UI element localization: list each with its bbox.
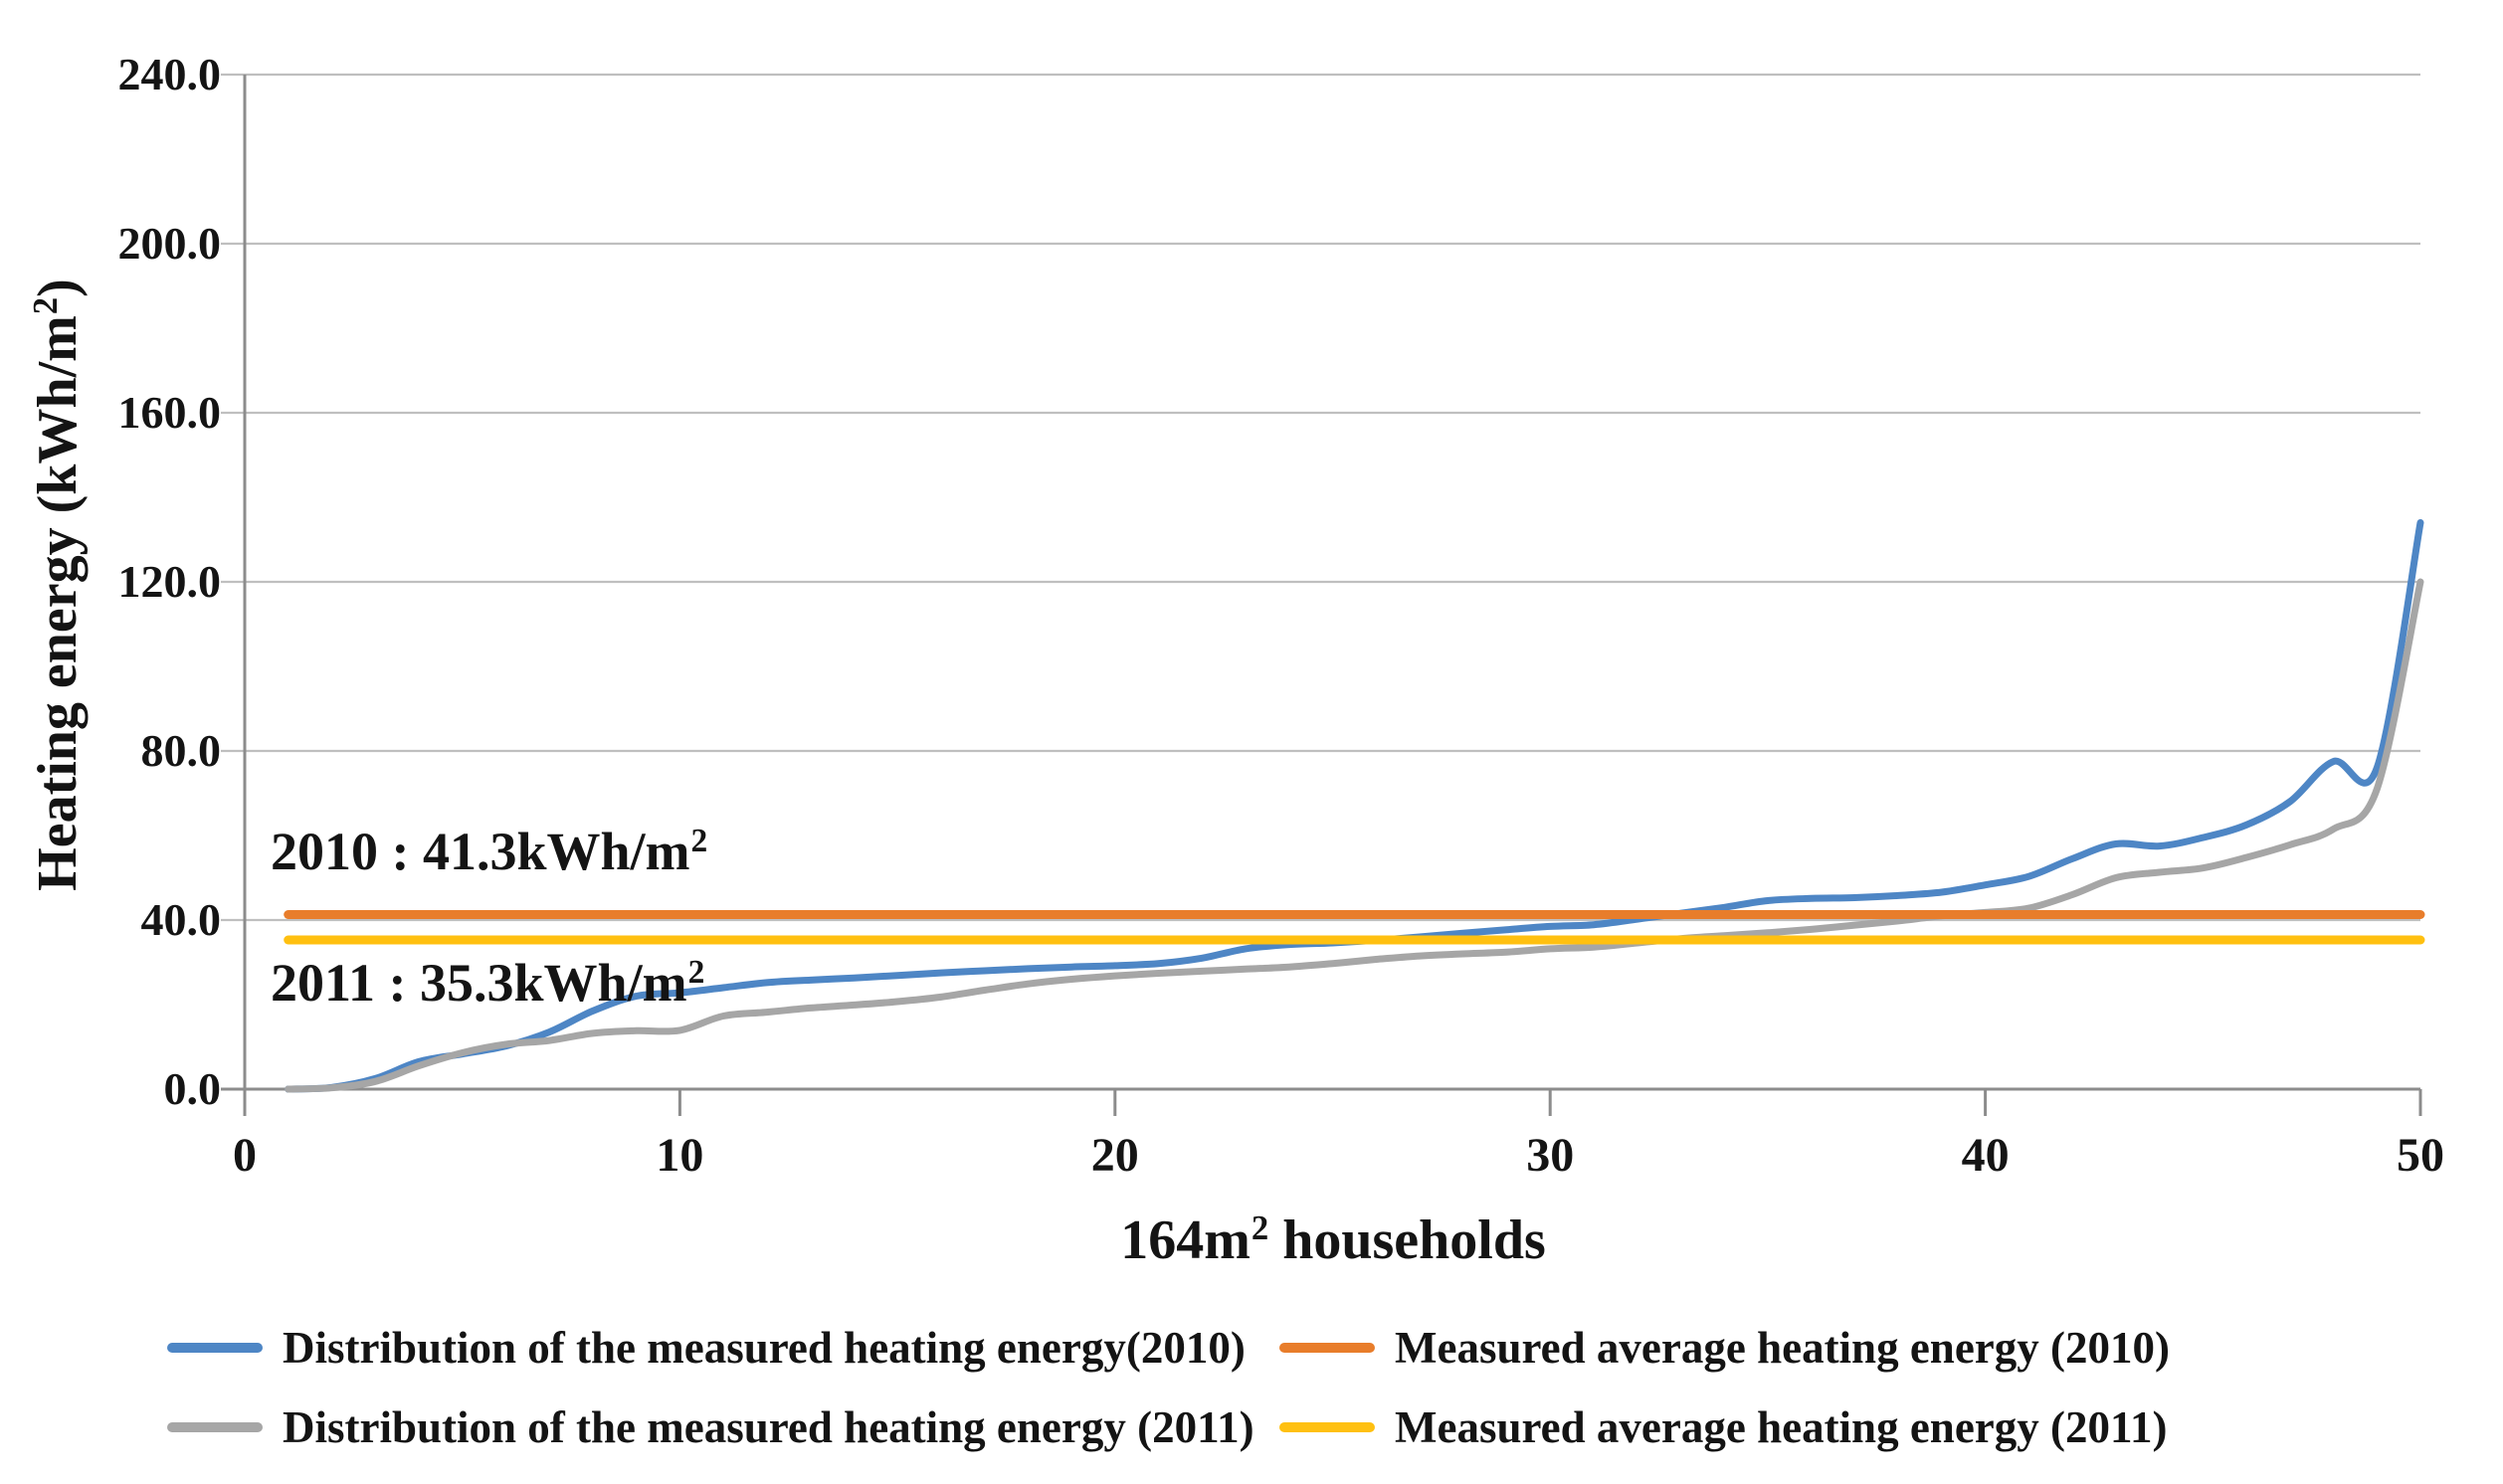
legend-item-distribution-2011: Distribution of the measured heating ene… <box>167 1398 1254 1456</box>
legend-label-distribution-2010: Distribution of the measured heating ene… <box>283 1323 1246 1373</box>
annotation-average-2010-superscript: 2 <box>690 822 708 859</box>
x-axis-title-text: 164m <box>1120 1209 1251 1271</box>
legend-label-average-2010: Measured average heating energy (2010) <box>1395 1323 2170 1373</box>
legend-label-distribution-2011: Distribution of the measured heating ene… <box>283 1402 1254 1452</box>
y-axis-title: Heating energy (kWh/m2) <box>22 137 94 1032</box>
legend-swatch-3 <box>1279 1422 1375 1432</box>
annotation-average-2011-superscript: 2 <box>687 953 705 991</box>
y-tick-label: 40.0 <box>140 894 222 945</box>
y-axis-title-suffix: ) <box>27 278 89 297</box>
x-axis-title-superscript: 2 <box>1251 1207 1269 1247</box>
y-axis-title-superscript: 2 <box>25 296 65 315</box>
y-tick-label: 200.0 <box>117 218 222 269</box>
legend-swatch-2 <box>167 1422 263 1432</box>
annotation-average-2010: 2010 : 41.3kWh/m2 <box>271 820 707 891</box>
distribution-line-2011 <box>285 578 2424 1093</box>
y-tick-label: 240.0 <box>117 49 222 99</box>
y-tick-label: 0.0 <box>163 1063 222 1114</box>
x-tick-label: 50 <box>2397 1129 2444 1182</box>
legend-item-distribution-2010: Distribution of the measured heating ene… <box>167 1319 1246 1377</box>
x-axis-title-suffix: households <box>1268 1209 1546 1271</box>
x-tick-label: 20 <box>1090 1129 1139 1182</box>
y-tick-label: 160.0 <box>117 387 222 438</box>
x-tick-label: 0 <box>233 1129 257 1182</box>
y-axis-title-text: Heating energy (kWh/m <box>27 315 89 891</box>
annotation-average-2011: 2011 : 35.3kWh/m2 <box>271 951 704 1022</box>
legend-item-average-2011: Measured average heating energy (2011) <box>1279 1398 2168 1456</box>
x-tick-label: 40 <box>1961 1129 2010 1182</box>
y-tick-label: 120.0 <box>117 556 222 607</box>
legend-swatch-1 <box>1279 1343 1375 1353</box>
y-tick-label: 80.0 <box>140 725 222 776</box>
annotation-average-2010-text: 2010 : 41.3kWh/m <box>271 822 690 881</box>
legend-label-average-2011: Measured average heating energy (2011) <box>1395 1402 2168 1452</box>
legend-swatch-0 <box>167 1343 263 1353</box>
legend-item-average-2010: Measured average heating energy (2010) <box>1279 1319 2170 1377</box>
x-tick-label: 10 <box>656 1129 704 1182</box>
annotation-average-2011-text: 2011 : 35.3kWh/m <box>271 953 687 1013</box>
x-axis-title: 164m2 households <box>736 1206 1930 1275</box>
x-tick-label: 30 <box>1526 1129 1575 1182</box>
